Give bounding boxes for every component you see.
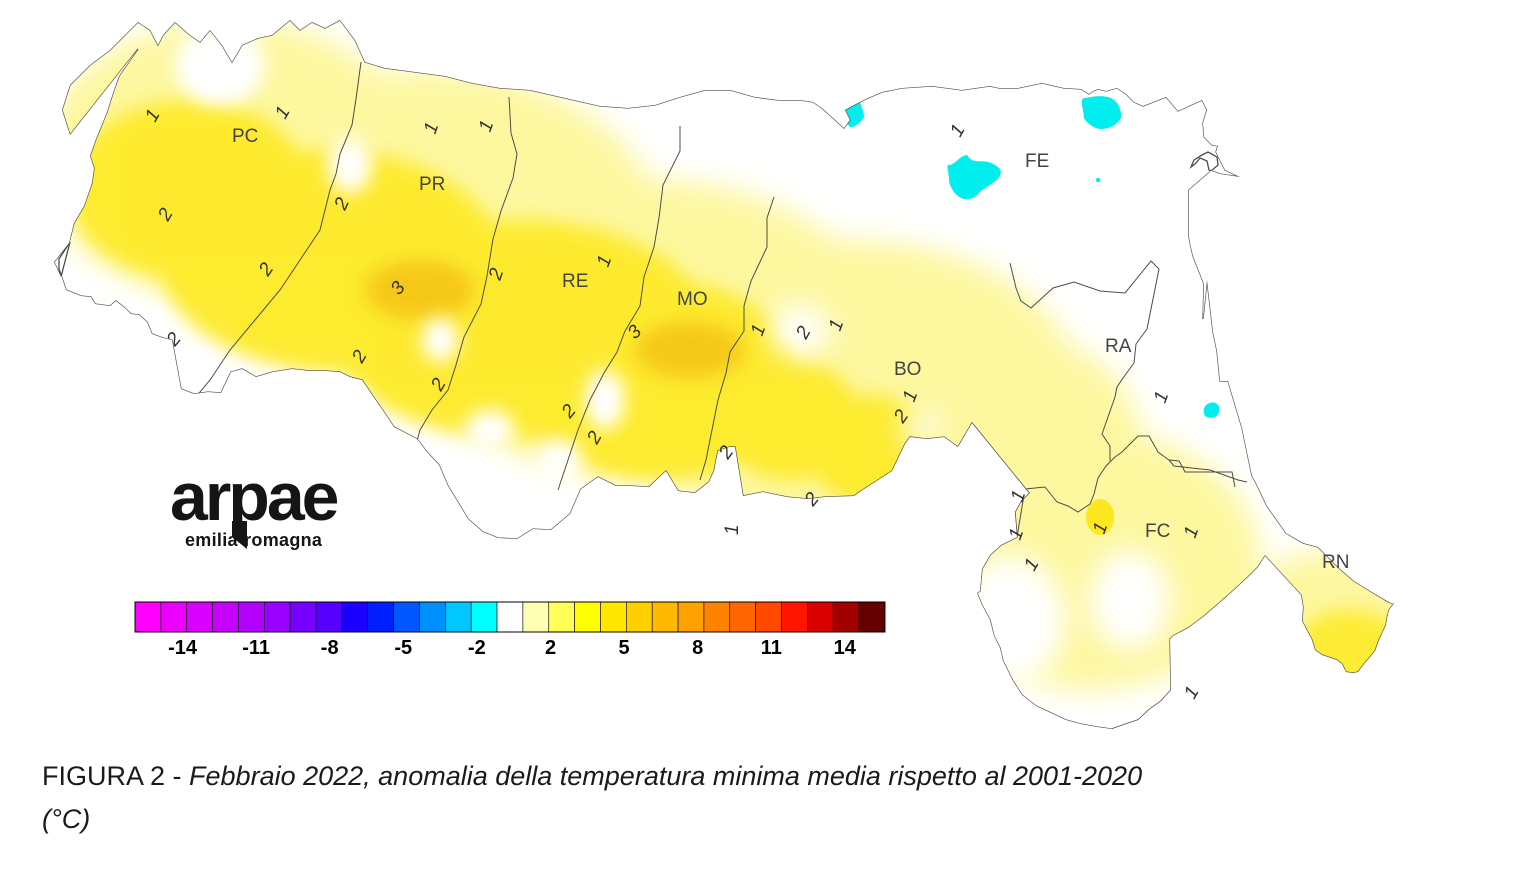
svg-text:-8: -8 — [321, 637, 339, 659]
svg-text:FE: FE — [1025, 151, 1049, 172]
svg-text:1: 1 — [722, 524, 743, 535]
svg-text:-2: -2 — [468, 637, 486, 659]
svg-text:MO: MO — [677, 289, 708, 310]
svg-text:5: 5 — [619, 637, 630, 659]
svg-text:-14: -14 — [168, 637, 198, 659]
svg-text:RE: RE — [562, 271, 588, 292]
svg-text:-11: -11 — [242, 637, 270, 659]
svg-text:FC: FC — [1145, 521, 1170, 542]
svg-text:arpae: arpae — [170, 459, 338, 535]
svg-text:PC: PC — [232, 126, 258, 147]
svg-text:8: 8 — [692, 637, 703, 659]
svg-text:11: 11 — [761, 637, 782, 659]
svg-text:14: 14 — [834, 637, 857, 659]
svg-text:PR: PR — [419, 174, 445, 195]
svg-text:(°C): (°C) — [42, 804, 90, 834]
svg-text:RN: RN — [1322, 552, 1349, 573]
svg-text:-5: -5 — [394, 637, 412, 659]
svg-text:2: 2 — [545, 637, 556, 659]
svg-text:emilia-romagna: emilia-romagna — [185, 530, 323, 550]
svg-text:RA: RA — [1105, 336, 1132, 357]
svg-text:FIGURA 2 - Febbraio 2022, anom: FIGURA 2 - Febbraio 2022, anomalia della… — [42, 761, 1142, 791]
svg-text:BO: BO — [894, 359, 921, 380]
